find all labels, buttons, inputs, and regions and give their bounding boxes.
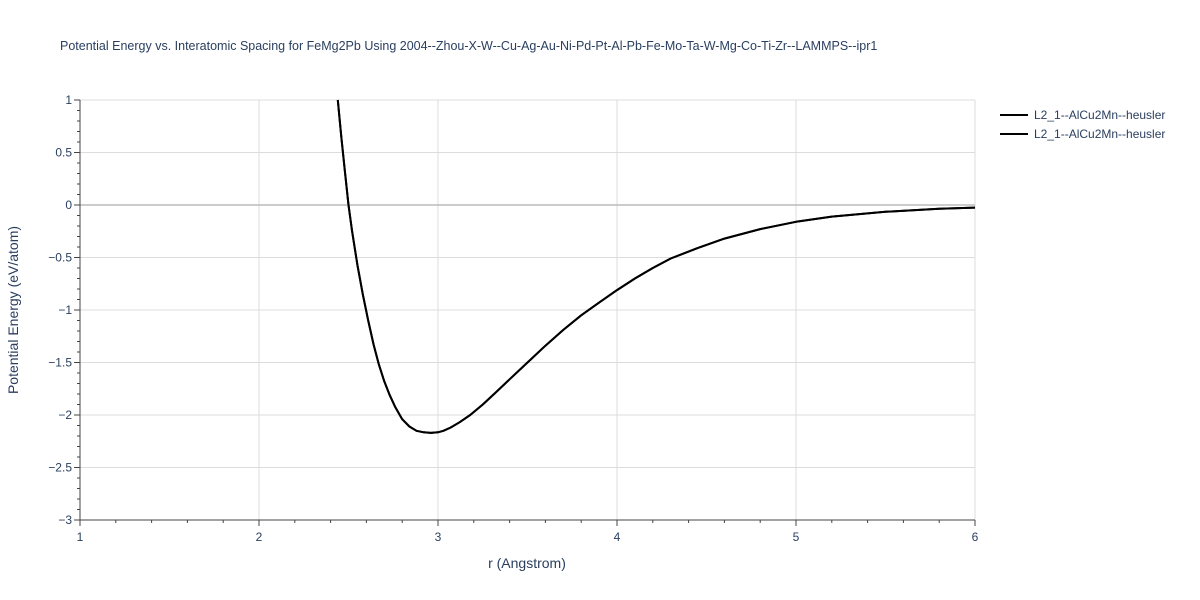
x-tick-label: 4 <box>614 530 621 544</box>
chart-title: Potential Energy vs. Interatomic Spacing… <box>60 39 877 53</box>
y-tick-label: −3 <box>58 513 72 527</box>
y-tick-label: −2 <box>58 408 72 422</box>
axis-ticks <box>74 99 976 526</box>
legend: L2_1--AlCu2Mn--heusler L2_1--AlCu2Mn--heu… <box>1000 108 1165 141</box>
y-tick-label: 1 <box>65 93 72 107</box>
x-tick-labels: 1 2 3 4 5 6 <box>77 530 979 544</box>
y-tick-label: 0.5 <box>55 146 72 160</box>
legend-label: L2_1--AlCu2Mn--heusler <box>1034 108 1165 122</box>
x-axis-title: r (Angstrom) <box>488 555 566 571</box>
series-line-2 <box>336 99 976 434</box>
grid <box>80 99 976 521</box>
y-tick-label: −2.5 <box>48 461 72 475</box>
axes <box>79 100 975 521</box>
x-tick-label: 3 <box>435 530 442 544</box>
series-group <box>336 99 976 434</box>
y-axis-title: Potential Energy (eV/atom) <box>5 226 21 394</box>
x-tick-label: 6 <box>972 530 979 544</box>
x-tick-label: 5 <box>793 530 800 544</box>
legend-label: L2_1--AlCu2Mn--heusler <box>1034 127 1165 141</box>
x-tick-label: 1 <box>77 530 84 544</box>
y-tick-label: −1 <box>58 303 72 317</box>
y-tick-label: −0.5 <box>48 251 72 265</box>
x-tick-label: 2 <box>256 530 263 544</box>
y-tick-label: −1.5 <box>48 356 72 370</box>
y-tick-labels: 1 0.5 0 −0.5 −1 −1.5 −2 −2.5 −3 <box>48 93 72 527</box>
y-tick-label: 0 <box>65 198 72 212</box>
